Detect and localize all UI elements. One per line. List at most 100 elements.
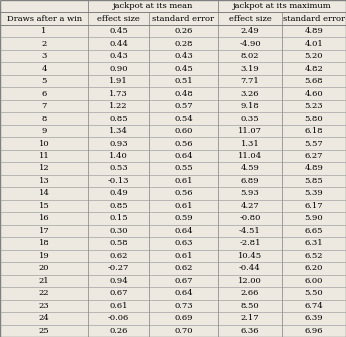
- Text: 0.67: 0.67: [174, 277, 193, 285]
- Text: 0.55: 0.55: [174, 164, 193, 173]
- Text: 0.53: 0.53: [109, 164, 128, 173]
- Text: -0.27: -0.27: [108, 264, 129, 272]
- Text: 1.40: 1.40: [109, 152, 128, 160]
- Text: 0.63: 0.63: [174, 239, 193, 247]
- Text: 0.73: 0.73: [174, 302, 193, 310]
- Text: 4.82: 4.82: [304, 65, 324, 73]
- Text: 4.60: 4.60: [305, 90, 323, 98]
- Text: 5.85: 5.85: [304, 177, 324, 185]
- Text: 0.61: 0.61: [174, 202, 193, 210]
- Text: 15: 15: [39, 202, 49, 210]
- Text: 7.71: 7.71: [240, 77, 260, 85]
- Text: 21: 21: [39, 277, 49, 285]
- Text: 3: 3: [42, 52, 47, 60]
- Text: 0.64: 0.64: [174, 152, 193, 160]
- Text: 0.54: 0.54: [174, 115, 193, 123]
- Text: 0.64: 0.64: [174, 289, 193, 297]
- Text: 19: 19: [39, 252, 49, 260]
- Text: 0.58: 0.58: [109, 239, 128, 247]
- Text: 1.22: 1.22: [109, 102, 128, 110]
- Text: 6.18: 6.18: [305, 127, 323, 135]
- Text: 12.00: 12.00: [238, 277, 262, 285]
- Text: 0.43: 0.43: [109, 52, 128, 60]
- Text: 2.49: 2.49: [240, 27, 260, 35]
- Text: 6: 6: [42, 90, 47, 98]
- Text: effect size: effect size: [97, 15, 140, 23]
- Text: 0.85: 0.85: [109, 115, 128, 123]
- Text: -0.80: -0.80: [239, 214, 261, 222]
- Text: 0.62: 0.62: [109, 252, 128, 260]
- Text: 11.07: 11.07: [238, 127, 262, 135]
- Text: 3.19: 3.19: [240, 65, 260, 73]
- Text: 1: 1: [42, 27, 47, 35]
- Text: 12: 12: [39, 164, 49, 173]
- Text: 6.52: 6.52: [305, 252, 323, 260]
- Text: -0.44: -0.44: [239, 264, 261, 272]
- Text: 5.23: 5.23: [305, 102, 323, 110]
- Text: 8: 8: [42, 115, 47, 123]
- Text: 0.94: 0.94: [109, 277, 128, 285]
- Text: 10: 10: [39, 140, 49, 148]
- Text: 2.66: 2.66: [241, 289, 259, 297]
- Text: 17: 17: [39, 227, 49, 235]
- Text: 5.39: 5.39: [304, 189, 324, 197]
- Text: 11: 11: [39, 152, 49, 160]
- Text: 6.65: 6.65: [305, 227, 323, 235]
- Text: 23: 23: [39, 302, 49, 310]
- Text: 0.59: 0.59: [174, 214, 193, 222]
- Text: 0.45: 0.45: [174, 65, 193, 73]
- Text: 6.27: 6.27: [305, 152, 323, 160]
- Text: 4.27: 4.27: [240, 202, 260, 210]
- Text: 0.85: 0.85: [109, 202, 128, 210]
- Text: 0.57: 0.57: [174, 102, 193, 110]
- Text: 6.20: 6.20: [305, 264, 323, 272]
- Text: 8.50: 8.50: [241, 302, 259, 310]
- Text: 18: 18: [39, 239, 49, 247]
- Text: 4: 4: [42, 65, 47, 73]
- Text: 5.90: 5.90: [305, 214, 323, 222]
- Text: 0.90: 0.90: [109, 65, 128, 73]
- Text: 3.26: 3.26: [241, 90, 259, 98]
- Text: -0.13: -0.13: [108, 177, 129, 185]
- Text: 0.49: 0.49: [109, 189, 128, 197]
- Text: 9.18: 9.18: [240, 102, 260, 110]
- Text: 0.30: 0.30: [109, 227, 128, 235]
- Text: 6.36: 6.36: [241, 327, 259, 335]
- Text: 0.45: 0.45: [109, 27, 128, 35]
- Text: 14: 14: [39, 189, 49, 197]
- Text: 4.89: 4.89: [304, 164, 324, 173]
- Text: 6.96: 6.96: [305, 327, 323, 335]
- Text: 0.56: 0.56: [174, 189, 193, 197]
- Text: 9: 9: [42, 127, 47, 135]
- Text: 20: 20: [39, 264, 49, 272]
- Text: standard error: standard error: [283, 15, 345, 23]
- Text: 0.35: 0.35: [241, 115, 259, 123]
- Text: 6.74: 6.74: [304, 302, 324, 310]
- Text: 6.39: 6.39: [305, 314, 323, 322]
- Text: 5.68: 5.68: [305, 77, 323, 85]
- Text: 0.44: 0.44: [109, 40, 128, 48]
- Text: 0.28: 0.28: [174, 40, 193, 48]
- Text: 25: 25: [39, 327, 49, 335]
- Text: 0.64: 0.64: [174, 227, 193, 235]
- Text: 0.43: 0.43: [174, 52, 193, 60]
- Text: effect size: effect size: [229, 15, 271, 23]
- Text: 6.31: 6.31: [305, 239, 323, 247]
- Text: 1.73: 1.73: [109, 90, 128, 98]
- Text: 6.89: 6.89: [241, 177, 259, 185]
- Text: 0.15: 0.15: [109, 214, 128, 222]
- Text: Draws after a win: Draws after a win: [7, 15, 82, 23]
- Text: 2.17: 2.17: [241, 314, 259, 322]
- Text: 16: 16: [39, 214, 49, 222]
- Text: 5: 5: [42, 77, 47, 85]
- Text: 0.62: 0.62: [174, 264, 193, 272]
- Text: -2.81: -2.81: [239, 239, 261, 247]
- Text: 4.89: 4.89: [304, 27, 324, 35]
- Text: 0.93: 0.93: [109, 140, 128, 148]
- Text: 5.80: 5.80: [305, 115, 323, 123]
- Text: 24: 24: [39, 314, 49, 322]
- Text: 0.69: 0.69: [174, 314, 193, 322]
- Text: 7: 7: [42, 102, 47, 110]
- Text: jackpot at its mean: jackpot at its mean: [113, 2, 193, 10]
- Text: 11.04: 11.04: [238, 152, 262, 160]
